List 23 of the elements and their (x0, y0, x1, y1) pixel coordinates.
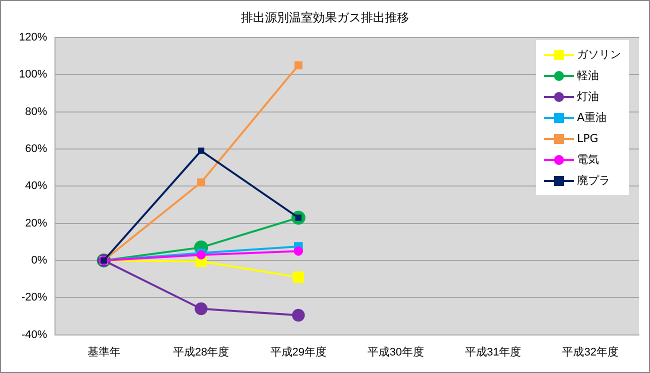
legend-label: 灯油 (577, 89, 599, 104)
y-tick-label: 100% (18, 68, 48, 81)
y-tick-label: 0% (31, 254, 48, 266)
y-tick-label: 120% (18, 31, 48, 44)
legend-label: 軽油 (577, 68, 599, 84)
legend-label: 廃プラ (577, 173, 610, 188)
y-tick-label: 40% (25, 180, 48, 192)
x-tick-label: 平成30年度 (368, 345, 424, 358)
y-tick-label: -20% (21, 292, 48, 304)
chart-title: 排出源別温室効果ガス排出推移 (241, 10, 409, 24)
y-tick-label: 60% (25, 142, 48, 155)
x-tick-label: 平成29年度 (270, 345, 327, 358)
y-tick-label: 80% (25, 106, 48, 118)
legend-label: ガソリン (577, 47, 621, 62)
x-tick-label: 基準年 (87, 345, 120, 358)
x-tick-label: 平成32年度 (562, 345, 618, 358)
legend-label: LPG (577, 132, 598, 146)
legend-label: A重油 (577, 110, 607, 126)
y-tick-label: 20% (25, 217, 48, 230)
legend-label: 電気 (577, 152, 599, 168)
y-tick-label: -40% (21, 328, 48, 341)
x-tick-label: 平成31年度 (464, 345, 522, 358)
x-tick-label: 平成28年度 (172, 345, 230, 358)
